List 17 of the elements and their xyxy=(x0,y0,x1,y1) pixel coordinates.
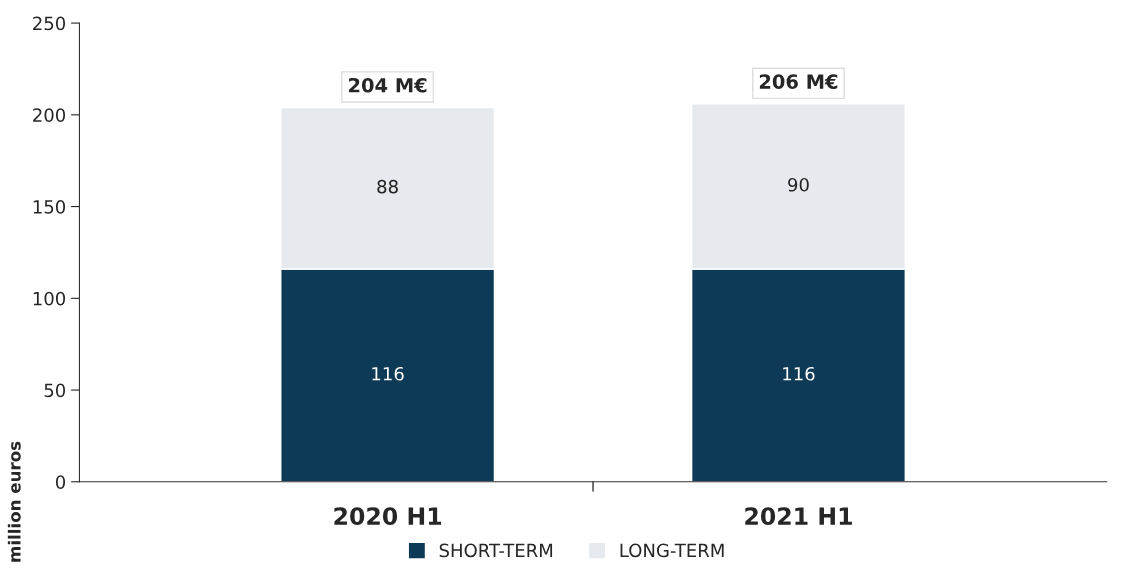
data-label: 88 xyxy=(377,179,398,194)
legend-label: LONG-TERM xyxy=(620,543,724,558)
y-tick-label: 150 xyxy=(33,200,66,214)
y-tick-label: 0 xyxy=(55,475,66,489)
data-label: 116 xyxy=(372,366,404,381)
y-tick-label: 100 xyxy=(33,291,66,306)
y-tick-label: 50 xyxy=(44,383,66,398)
data-label: 90 xyxy=(788,177,809,192)
x-tick-label: 2020 H1 xyxy=(334,507,442,526)
data-label: 116 xyxy=(783,366,815,381)
total-label: 206 M€ xyxy=(759,74,838,89)
total-label: 204 M€ xyxy=(349,77,427,93)
x-tick-label: 2021 H1 xyxy=(745,507,852,526)
y-tick-label: 250 xyxy=(33,16,66,31)
legend-label: SHORT-TERM xyxy=(439,543,553,558)
y-tick-label: 200 xyxy=(33,108,66,122)
y-axis-title: million euros xyxy=(7,441,21,562)
